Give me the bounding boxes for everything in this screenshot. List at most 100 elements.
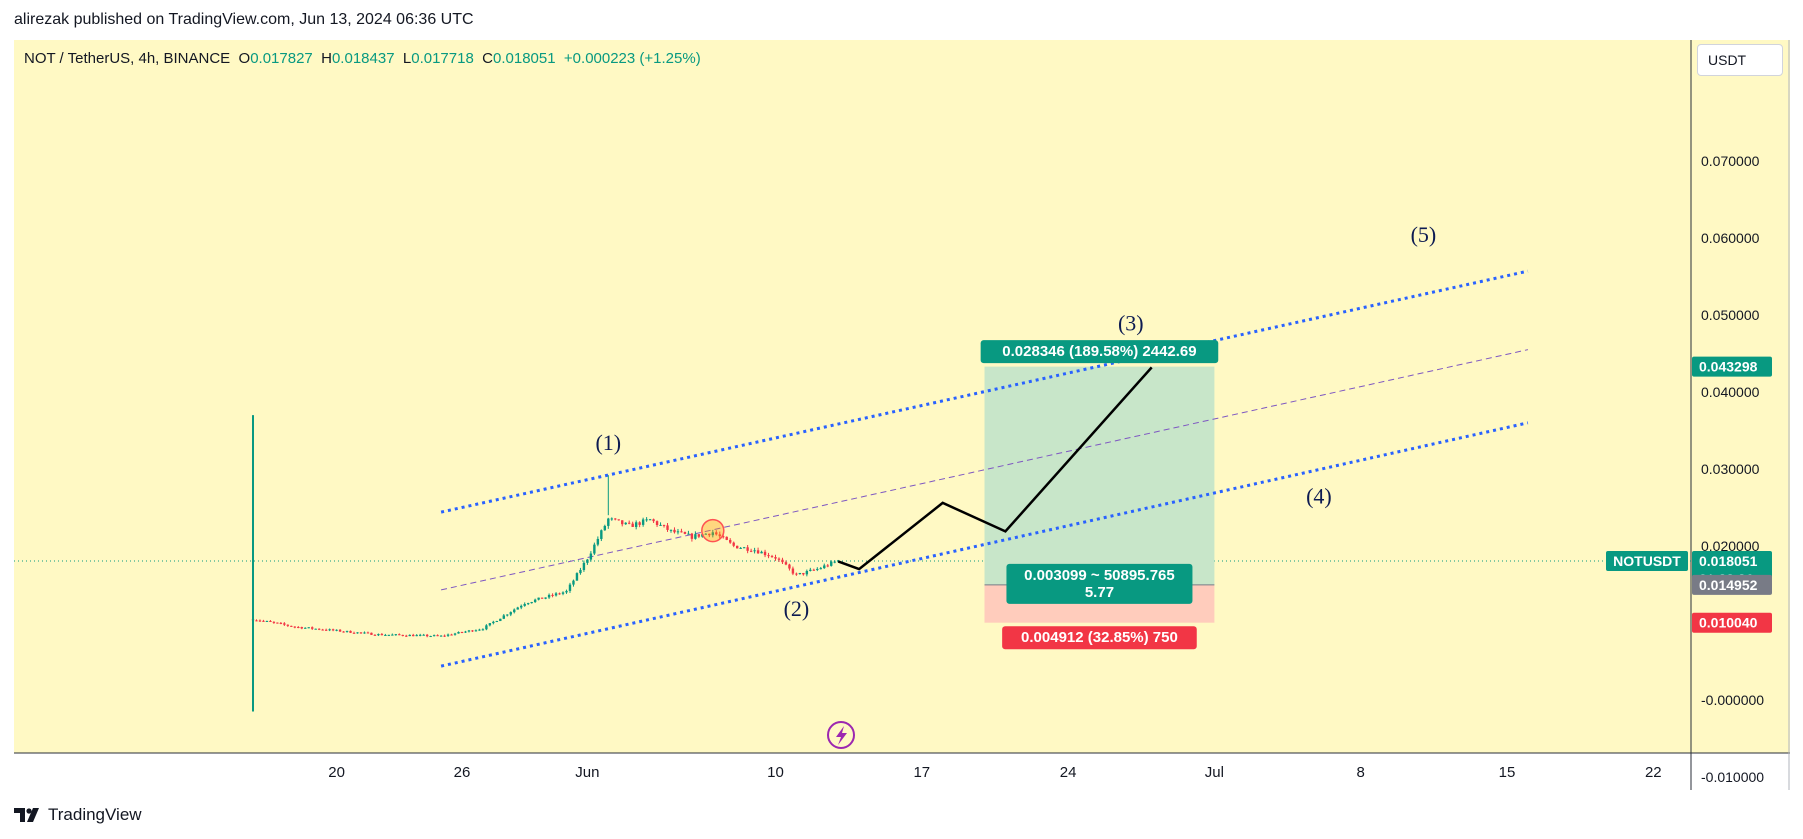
candle-body (812, 569, 816, 571)
candle-body (526, 603, 530, 605)
position-labels: 0.028346 (189.58%) 2442.69 0.003099 ~ 508… (980, 340, 1219, 650)
publish-info: alirezak published on TradingView.com, J… (14, 11, 474, 28)
candle-body (715, 532, 718, 535)
candles (251, 415, 840, 712)
symbol-name[interactable]: NOT / TetherUS, 4h, BINANCE (24, 50, 231, 67)
candle-body (729, 539, 732, 543)
candle-body (509, 612, 512, 615)
candle-body (394, 634, 398, 636)
candle-body (516, 607, 519, 610)
tradingview-logo[interactable]: TradingView (14, 805, 142, 825)
candle-body (547, 594, 551, 598)
candle-body (823, 565, 826, 569)
candle-body (485, 625, 488, 630)
candle-body (297, 627, 300, 629)
candle-body (600, 530, 603, 539)
lightning-icon[interactable] (827, 721, 855, 749)
price-scale-background[interactable] (1691, 40, 1790, 753)
wave-label[interactable]: (5) (1411, 222, 1437, 247)
candle-body (662, 524, 666, 526)
candle-body (380, 634, 384, 636)
candle-body (300, 627, 303, 629)
candle-body (422, 634, 425, 636)
symbol-legend: NOT / TetherUS, 4h, BINANCE O0.017827 H0… (24, 50, 701, 67)
x-tick-label: 8 (1357, 764, 1365, 781)
candle-body (551, 594, 554, 596)
candle-body (603, 525, 607, 531)
candle-body (690, 533, 694, 539)
candle-body (763, 551, 767, 556)
candle-body (697, 534, 701, 537)
price-label-text: 0.043298 (1699, 359, 1758, 375)
candle-body (791, 568, 795, 574)
candle-body (311, 627, 314, 629)
candle-body (760, 551, 763, 554)
candle-body (349, 630, 352, 633)
channel-mid-line[interactable] (440, 349, 1529, 591)
candle-body (579, 569, 582, 574)
y-tick-label: 0.060000 (1701, 230, 1760, 246)
candle-body (540, 597, 544, 599)
candle-body (391, 634, 394, 636)
candle-body (753, 550, 756, 552)
price-label-bg (1692, 612, 1772, 633)
wave-label[interactable]: (1) (595, 430, 621, 455)
y-tick-label: 0.040000 (1701, 384, 1760, 400)
candle-body (735, 545, 739, 549)
candle-body (645, 519, 648, 521)
candle-body (321, 629, 324, 631)
candle-body (742, 547, 746, 549)
candle-body (412, 634, 415, 637)
candle-body (443, 635, 446, 637)
candle-body (272, 621, 276, 623)
candle-body (502, 615, 505, 619)
projection-path[interactable] (837, 366, 1153, 571)
candle-body (304, 627, 307, 629)
candle-body (673, 529, 676, 533)
time-axis: 20 26 Jun 10 17 24 Jul 8 15 22 (328, 764, 1661, 781)
y-tick-label: -0.000000 (1701, 692, 1764, 708)
high-label: H (321, 50, 332, 67)
candle-body (826, 565, 829, 567)
candle-body (366, 632, 370, 634)
wave-labels[interactable]: (1) (2) (3) (4) (5) (595, 222, 1436, 621)
candle-body (398, 634, 401, 636)
candle-body (544, 597, 547, 599)
candle-body (429, 636, 432, 638)
price-label-bg (1692, 356, 1772, 377)
candle-body (802, 572, 805, 575)
candle-body (279, 622, 283, 624)
wave-label[interactable]: (4) (1306, 484, 1332, 509)
candle-body (756, 550, 760, 554)
ticker-label-bg (1606, 551, 1688, 572)
candle-body (481, 629, 485, 631)
candle-body (641, 519, 645, 525)
marker-circle[interactable] (701, 518, 725, 543)
trend-channel[interactable] (440, 269, 1529, 668)
candle-body (439, 635, 443, 637)
marker-circle-shape[interactable] (701, 518, 725, 543)
candle-body (425, 634, 429, 637)
candle-body (565, 590, 568, 593)
currency-button[interactable]: USDT (1697, 44, 1783, 76)
chart-background (14, 40, 1790, 753)
candle-body (624, 522, 627, 525)
candle-body (262, 620, 265, 622)
wave-label[interactable]: (3) (1118, 310, 1144, 335)
target-zone[interactable] (984, 366, 1215, 585)
candle-body (631, 523, 634, 527)
candle-body (446, 634, 450, 636)
candle-body (471, 630, 474, 632)
wave-label[interactable]: (2) (784, 596, 810, 621)
candle-body (317, 628, 321, 630)
candle-body (596, 538, 600, 545)
candle-body (450, 634, 453, 636)
candle-body (460, 631, 464, 633)
candle-body (478, 629, 481, 631)
projection-line[interactable] (837, 366, 1153, 571)
candle-body (293, 626, 296, 628)
candle-body (621, 520, 624, 525)
close-value: 0.018051 (493, 50, 556, 67)
candle-body (572, 580, 575, 585)
